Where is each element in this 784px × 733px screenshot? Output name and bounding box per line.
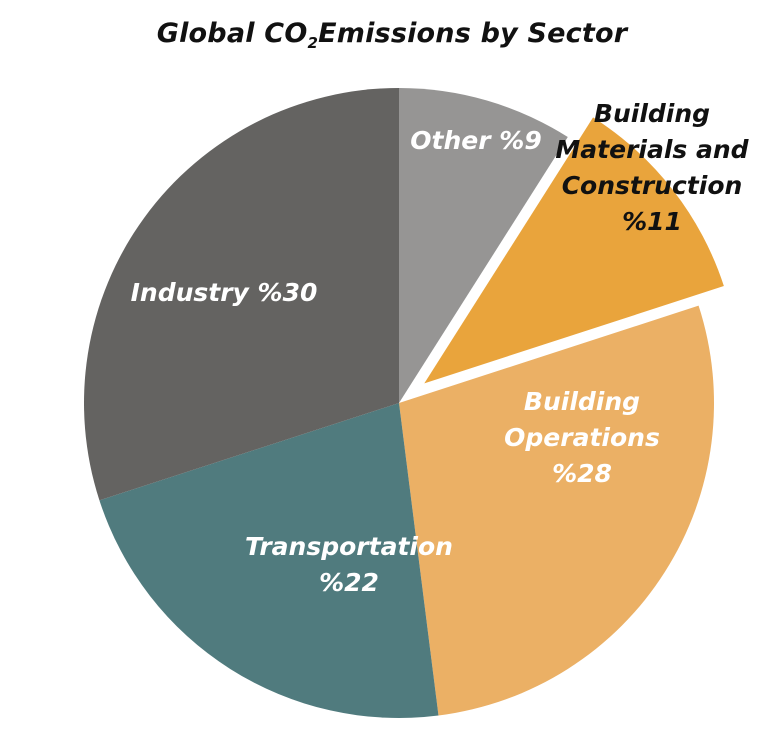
slice-label-2-line-2: %28: [552, 459, 612, 488]
chart-title-rest: Emissions by Sector: [318, 18, 628, 49]
slice-label-2-line-1: Operations: [504, 423, 660, 452]
slice-label-4-line-0: Industry %30: [131, 278, 318, 307]
slice-label-2-line-0: Building: [524, 387, 640, 416]
slice-label-1-line-2: Construction: [562, 171, 743, 200]
pie-slice-3: [99, 403, 439, 719]
slice-label-1-line-1: Materials and: [555, 135, 749, 164]
pie-slice-4: [84, 88, 399, 501]
pie-slice-1: [424, 117, 724, 384]
slice-label-0-line-0: Other %9: [410, 126, 541, 155]
chart-title-main: Global CO: [156, 18, 308, 49]
pie-slice-0: [399, 88, 568, 403]
slice-label-4: Industry %30: [131, 278, 318, 307]
slice-label-3-line-1: %22: [319, 568, 379, 597]
slice-label-1-line-0: Building: [594, 99, 710, 128]
slice-label-3: Transportation %22: [245, 532, 453, 597]
pie-slice-2: [399, 305, 714, 716]
slice-label-0: Other %9: [410, 126, 541, 155]
chart-title: Global CO2Emissions by Sector: [0, 18, 784, 52]
chart-title-subscript: 2: [307, 34, 319, 52]
slice-label-2: Building Operations %28: [504, 387, 660, 488]
slice-label-1-line-3: %11: [622, 207, 682, 236]
slice-label-3-line-0: Transportation: [245, 532, 453, 561]
slice-label-1: Building Materials and Construction %11: [555, 99, 749, 236]
